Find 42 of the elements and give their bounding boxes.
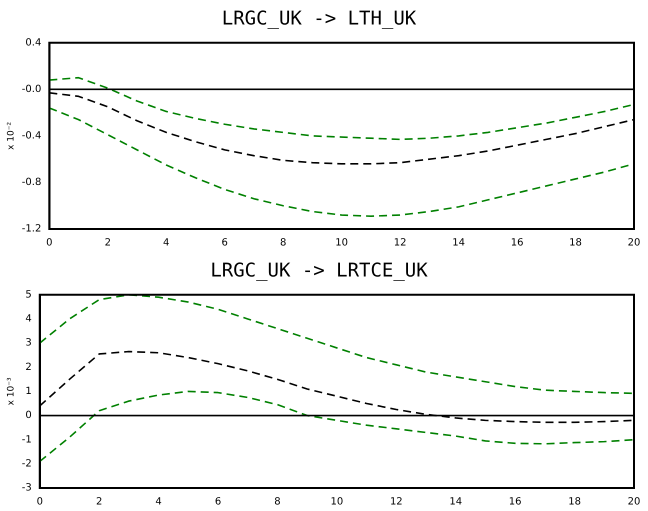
y-tick-label: 0 — [25, 410, 32, 422]
y-tick-label: -2 — [22, 458, 32, 470]
x-tick-label: 16 — [508, 496, 522, 508]
chart-title: LRGC_UK -> LTH_UK — [222, 7, 417, 30]
y-tick-label: -1.2 — [22, 224, 42, 235]
x-tick-label: 12 — [390, 496, 403, 508]
y-axis-title: x 10⁻² — [6, 122, 17, 150]
x-tick-label: 10 — [330, 496, 344, 508]
x-tick-label: 6 — [214, 496, 222, 508]
y-axis-title: x 10⁻³ — [6, 377, 17, 406]
x-tick-label: 14 — [449, 496, 462, 508]
x-tick-label: 0 — [46, 238, 52, 249]
chart-title: LRGC_UK -> LRTCE_UK — [210, 259, 428, 282]
y-tick-label: 3 — [25, 338, 32, 349]
x-tick-label: 20 — [628, 238, 640, 249]
y-tick-label: -0.8 — [22, 177, 42, 188]
y-tick-label: -1 — [22, 434, 32, 446]
x-tick-label: 8 — [280, 238, 286, 249]
y-tick-label: -0.0 — [22, 84, 42, 95]
x-tick-label: 2 — [96, 496, 102, 508]
y-tick-label: 1 — [25, 386, 32, 397]
x-tick-label: 8 — [274, 496, 281, 508]
line-series — [40, 294, 634, 394]
y-tick-label: -0.4 — [22, 130, 42, 142]
y-tick-label: 4 — [25, 314, 32, 325]
y-tick-label: 0.4 — [25, 37, 42, 48]
x-tick-label: 4 — [155, 496, 162, 508]
x-tick-label: 18 — [569, 238, 582, 249]
x-tick-label: 2 — [104, 238, 111, 249]
x-tick-label: 10 — [335, 238, 348, 249]
y-tick-label: 2 — [25, 362, 32, 373]
x-tick-label: 16 — [510, 238, 524, 249]
x-tick-label: 12 — [394, 238, 406, 249]
x-tick-label: 14 — [452, 238, 465, 249]
line-series — [40, 390, 634, 462]
x-tick-label: 4 — [163, 238, 170, 249]
x-tick-label: 6 — [222, 238, 228, 249]
line-series — [49, 76, 634, 140]
x-tick-label: 18 — [568, 496, 581, 508]
y-tick-label: 5 — [25, 289, 32, 300]
y-tick-label: -3 — [22, 482, 32, 494]
x-tick-label: 20 — [628, 496, 640, 508]
